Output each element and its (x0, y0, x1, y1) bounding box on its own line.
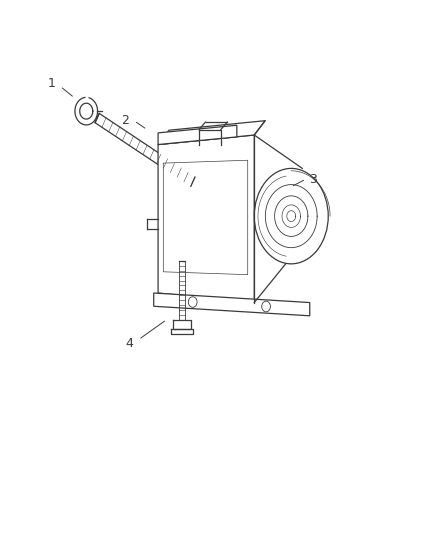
Text: 4: 4 (126, 337, 134, 350)
Text: 2: 2 (121, 114, 129, 127)
Circle shape (188, 297, 197, 308)
Polygon shape (158, 120, 265, 144)
Text: 3: 3 (309, 173, 317, 185)
Polygon shape (154, 293, 310, 316)
Circle shape (261, 301, 270, 312)
Polygon shape (158, 125, 237, 144)
Polygon shape (163, 160, 248, 274)
Polygon shape (158, 135, 254, 303)
Polygon shape (95, 114, 195, 187)
Text: 1: 1 (47, 77, 55, 90)
Ellipse shape (254, 168, 328, 264)
